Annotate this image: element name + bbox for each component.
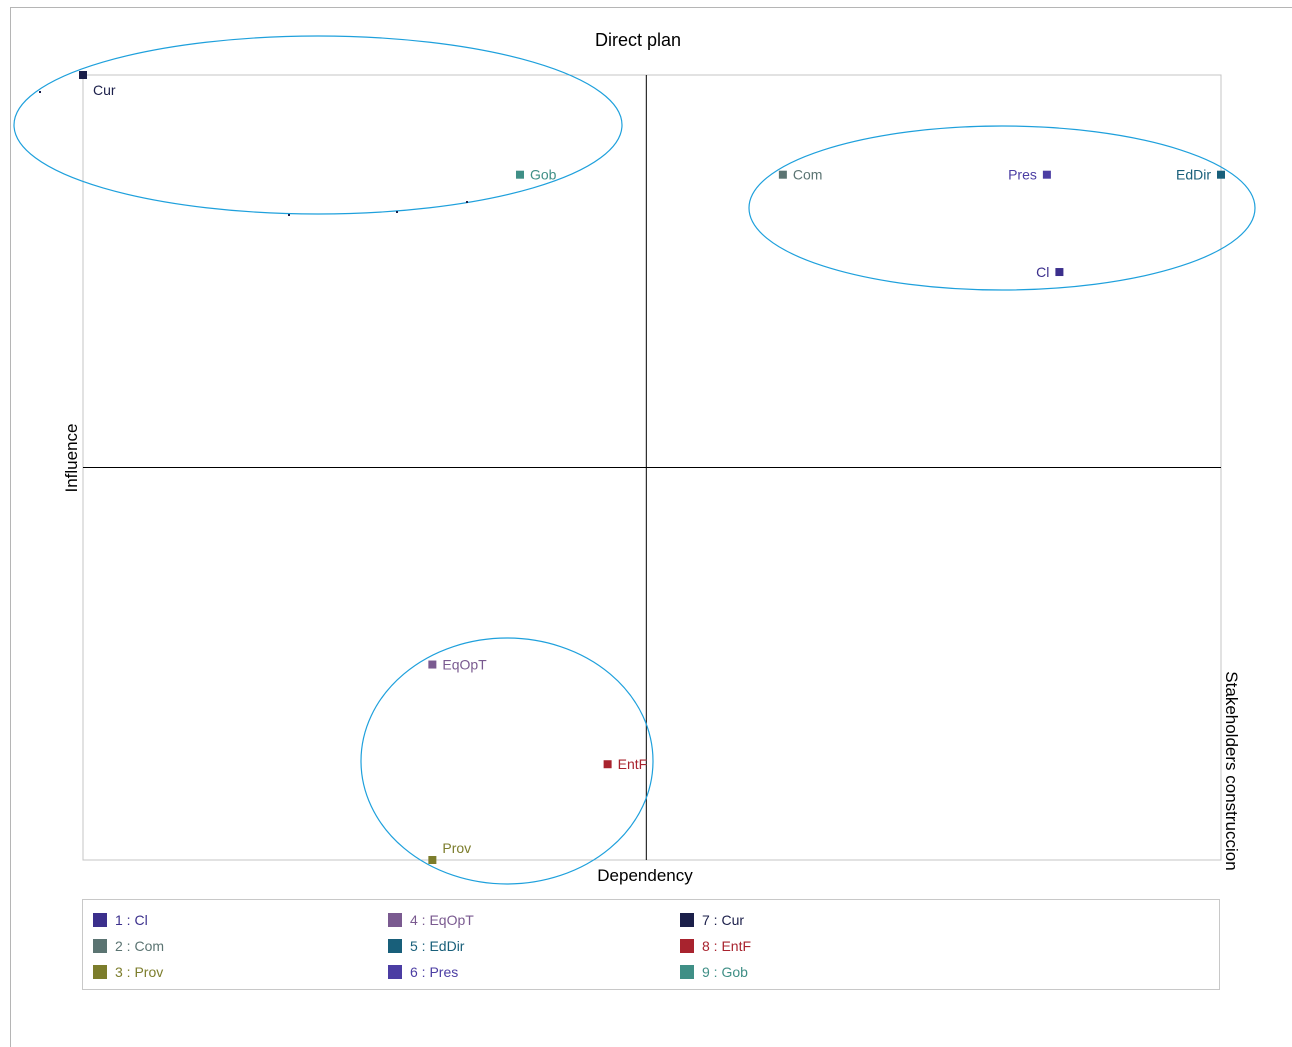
legend-swatch [680, 965, 694, 979]
legend-item: 2 : Com [93, 937, 164, 955]
legend-item: 3 : Prov [93, 963, 163, 981]
ellipse-dot-3 [396, 211, 398, 213]
point-cur [79, 71, 87, 79]
point-label-gob: Gob [530, 167, 557, 183]
legend-swatch [93, 939, 107, 953]
legend-item: 4 : EqOpT [388, 911, 474, 929]
x-axis-label: Dependency [597, 866, 693, 885]
point-label-com: Com [793, 167, 823, 183]
ellipse-dot-2 [288, 214, 290, 216]
legend-label: 5 : EdDir [410, 938, 465, 954]
legend: 1 : Cl 2 : Com 3 : Prov 4 : EqOpT 5 : EdDir 6… [82, 899, 1220, 990]
legend-item: 5 : EdDir [388, 937, 464, 955]
ellipse-dot-4 [466, 201, 468, 203]
legend-label: 8 : EntF [702, 938, 752, 954]
point-label-pres: Pres [1008, 167, 1037, 183]
legend-label: 7 : Cur [702, 912, 745, 928]
side-label: Stakeholders construccion [1222, 671, 1241, 871]
legend-item: 1 : Cl [93, 911, 148, 929]
legend-label: 2 : Com [115, 938, 165, 954]
point-prov [428, 856, 437, 864]
point-label-eqopt: EqOpT [442, 657, 487, 673]
legend-swatch [388, 965, 402, 979]
legend-label: 4 : EqOpT [410, 912, 474, 928]
point-label-entf: EntF [618, 756, 648, 772]
group-ellipse-2 [748, 125, 1256, 291]
window-top-border [10, 7, 1292, 8]
legend-swatch [680, 939, 694, 953]
legend-swatch [93, 913, 107, 927]
legend-swatch [388, 939, 402, 953]
point-com [778, 170, 787, 179]
point-entf [603, 760, 612, 769]
point-label-prov: Prov [442, 840, 471, 856]
legend-swatch [93, 965, 107, 979]
point-cl [1055, 268, 1064, 277]
legend-label: 3 : Prov [115, 964, 164, 980]
legend-label: 6 : Pres [410, 964, 459, 980]
point-label-eddir: EdDir [1176, 167, 1211, 183]
point-eddir [1217, 170, 1225, 179]
point-label-cl: Cl [1036, 264, 1049, 280]
point-pres [1042, 170, 1051, 179]
legend-label: 1 : Cl [115, 912, 148, 928]
legend-item: 8 : EntF [680, 937, 751, 955]
ellipse-dot-1 [39, 91, 41, 93]
window-left-border [10, 7, 11, 1047]
legend-item: 7 : Cur [680, 911, 744, 929]
chart-title: Direct plan [594, 30, 682, 50]
y-axis-label: Influence [62, 423, 81, 493]
point-label-cur: Cur [93, 82, 116, 98]
legend-item: 9 : Gob [680, 963, 748, 981]
legend-swatch [388, 913, 402, 927]
legend-item: 6 : Pres [388, 963, 458, 981]
point-gob [515, 170, 524, 179]
point-eqopt [428, 660, 437, 669]
group-ellipse-1 [13, 35, 623, 215]
legend-label: 9 : Gob [702, 964, 748, 980]
legend-swatch [680, 913, 694, 927]
group-ellipse-3 [360, 637, 654, 885]
